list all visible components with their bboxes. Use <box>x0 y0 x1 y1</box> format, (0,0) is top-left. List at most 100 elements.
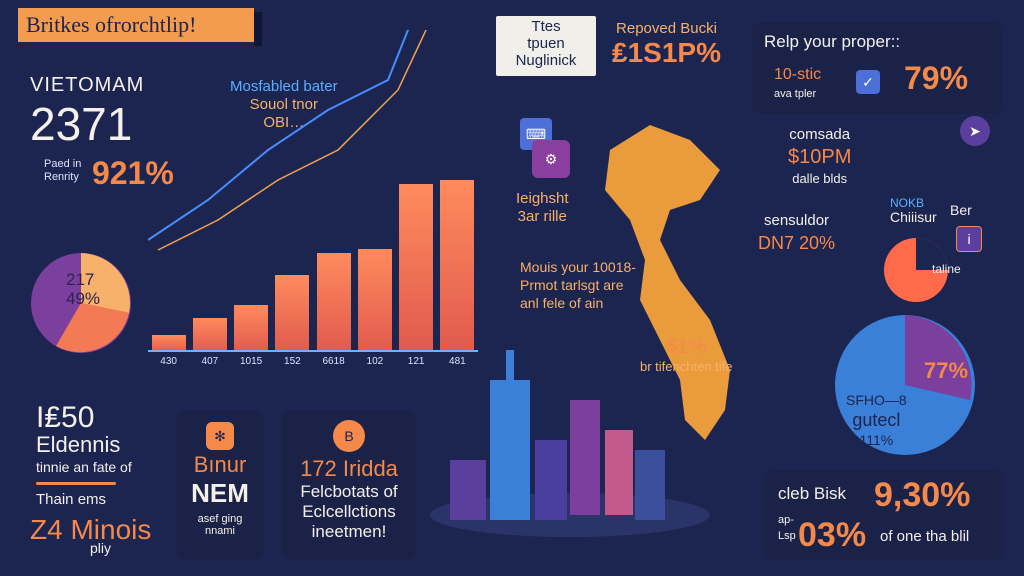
nokb-line-4: taline <box>932 262 961 276</box>
bar-0 <box>151 334 186 352</box>
pie-right-labels: SFHO—8 gutecl 111% <box>846 390 907 450</box>
pie-right-line-3: gutecl <box>852 410 901 430</box>
bottom-left-line-1: I₤50 <box>36 401 95 434</box>
property-small-2: ava tpler <box>774 88 817 100</box>
category-label-0: 430 <box>160 356 177 367</box>
bottom-mid-1-line-3: asef ging <box>197 513 243 525</box>
bar-2 <box>234 304 269 352</box>
bottom-mid-2-line-2: Felcbotats of <box>300 482 398 501</box>
pie-right <box>835 315 975 455</box>
reposed-value: ₤1S1P% <box>612 37 721 68</box>
sub-label-2: Renrity <box>44 171 79 183</box>
property-card: Relp your proper:: 10-stic ava tpler ✓ 7… <box>752 22 1002 114</box>
bottom-mid-2-line-1: 172 Iridda <box>300 456 398 481</box>
small-pct-label: br tifenchten tife <box>640 359 733 374</box>
bottom-mid-1-line-1: Bınur <box>193 452 247 477</box>
mid-insight-line-1: Ieighsht <box>516 190 569 207</box>
top-mid-card: Ttes tpuen Nuglinick <box>496 16 596 76</box>
nokb-line-1: NOKB <box>890 196 925 210</box>
category-label-3: 152 <box>284 356 301 367</box>
property-percent: 79% <box>904 60 969 96</box>
property-small: 10-stic <box>774 66 822 83</box>
pie-right-line-2: SFHO—8 <box>846 392 907 408</box>
main-number: 2371 <box>30 98 133 150</box>
bottom-mid-2-line-4: ineetmen! <box>311 522 387 541</box>
top-mid-line-3: Nuglinick <box>515 52 577 69</box>
category-label-7: 481 <box>449 356 466 367</box>
pie-left-label-1: 217 <box>66 270 95 289</box>
bottom-left-line-5: Ζ4 Minois <box>30 514 152 545</box>
bottom-right-card: cleb Bisk 9,30% ap- 03% of one tha blil … <box>764 470 1004 560</box>
pie-left-label-2: 49% <box>66 289 101 308</box>
chart-annotation: Mosfabled bater Souol tnor OBI… <box>230 78 338 132</box>
top-mid-line-1: Ttes <box>531 18 561 35</box>
mouis-line-1: Mouis your 10018- <box>520 259 636 275</box>
pie-right-line-4: 111% <box>859 432 894 448</box>
annotation-line-2: Souol tnor <box>249 96 318 113</box>
info-icon: i <box>956 226 982 252</box>
left-stats: VIETOMAM 2371 <box>30 74 160 149</box>
bar-chart-categories: 430 407 1015 152 6618 102 121 481 <box>148 356 478 370</box>
bottom-right-line-1: cleb Bisk <box>778 484 847 503</box>
check-icon: ✓ <box>856 70 880 94</box>
category-label-6: 121 <box>407 356 425 367</box>
pie-right-pct: 77% <box>924 358 969 383</box>
database-icon: ⚙ <box>532 140 570 178</box>
pie-left-slice-1 <box>81 253 131 313</box>
bar-chart <box>148 30 478 352</box>
trend-line <box>148 30 410 241</box>
reposed-label: Repoved Bucki <box>616 20 717 37</box>
bottom-mid-2-line-3: Eclcellctions <box>302 502 396 521</box>
city-illustration <box>430 350 710 537</box>
trend-line-2 <box>157 30 427 251</box>
bottom-right-line-2: 9,30% <box>874 476 971 514</box>
reposed-block: Repoved Bucki ₤1S1P% <box>612 20 721 69</box>
sensuldor-line-2: DN7 20% <box>758 233 836 253</box>
bottom-right-line-6: Lsp <box>778 530 796 542</box>
nokb-block: NOKB Chiiisur <box>890 196 937 224</box>
bottom-left-line-4: Thain ems <box>36 491 107 508</box>
bottom-mid-1-card: ✻ Bınur NEM asef ging nnami <box>176 410 264 560</box>
tower-4 <box>535 440 567 520</box>
bottom-right-line-3: ap- <box>778 514 794 526</box>
send-icon: ➤ <box>960 116 990 146</box>
pie-right-slice <box>905 315 972 400</box>
category-label-5: 102 <box>366 356 384 367</box>
pie-left-slice-2 <box>56 303 129 353</box>
chart-trend-svg <box>148 30 427 251</box>
sensuldor-line-1: sensuldor <box>764 212 830 229</box>
pie-left-labels: 217 49% <box>66 270 100 308</box>
bottom-left-line-3: tinnie an fate of <box>36 459 132 475</box>
small-pct-block: $1% br tifenchten tife <box>640 336 733 374</box>
tower-5 <box>635 450 665 520</box>
bar-chart-bars <box>148 150 478 352</box>
small-pct-value: $1% <box>666 336 707 358</box>
bottom-mid-2-card: B 172 Iridda Felcbotats of Eclcellctions… <box>282 410 416 560</box>
sensuldor-block: sensuldor DN7 20% <box>758 210 835 254</box>
annotation-line-1: Mosfabled bater <box>230 78 338 95</box>
comsada-block: comsada $10PM dalle blds <box>788 124 851 190</box>
top-mid-line-2: tpuen <box>527 35 565 52</box>
tower-3 <box>605 430 633 515</box>
bottom-left-line-6: pliy <box>90 540 112 556</box>
gear-icon: ✻ <box>206 422 234 450</box>
category-label-2: 1015 <box>240 356 263 367</box>
nokb-line-3: Ber <box>950 202 972 218</box>
bar-5 <box>357 248 392 352</box>
chart-baseline <box>148 350 478 352</box>
comsada-line-1: comsada <box>789 126 851 143</box>
category-label-1: 407 <box>201 356 219 367</box>
mouis-line-2: Prmot tarlsgt are <box>520 277 624 293</box>
property-title: Relp your proper:: <box>764 32 901 51</box>
bar-6 <box>399 184 434 352</box>
comsada-line-2: $10PM <box>788 146 852 168</box>
pie-nokb-cut <box>916 238 948 270</box>
nokb-line-2: Chiiisur <box>890 209 937 225</box>
bar-7 <box>440 180 475 352</box>
mouis-line-3: anl fele of ain <box>520 295 604 311</box>
bottom-right-line-4: 03% <box>798 516 867 554</box>
coin-icon: B <box>333 420 365 452</box>
map-country <box>605 125 730 440</box>
bottom-left-block: I₤50 Eldennis tinnie an fate of Thain em… <box>36 402 132 511</box>
pie-nokb <box>884 238 948 302</box>
